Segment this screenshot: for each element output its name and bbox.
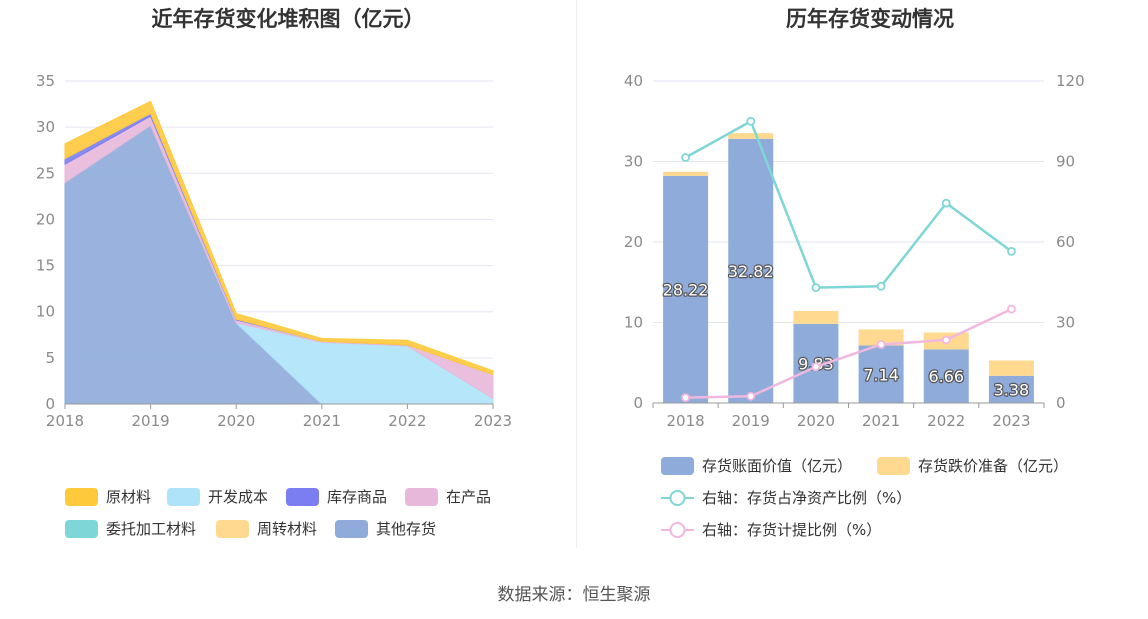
bar-data-label: 3.38 xyxy=(994,380,1030,399)
line-point xyxy=(681,153,690,162)
legend-marker xyxy=(669,522,686,538)
line-point xyxy=(811,283,821,293)
legend-swatch xyxy=(216,520,249,538)
chart-divider xyxy=(576,0,577,548)
x-tick-label: 2022 xyxy=(927,412,965,430)
y-left-tick-label: 10 xyxy=(624,314,643,332)
bar-segment xyxy=(728,133,774,139)
line-point xyxy=(1007,304,1016,314)
y-tick-label: 0 xyxy=(45,395,55,413)
area-series xyxy=(64,100,494,376)
legend-label: 委托加工材料 xyxy=(106,520,196,538)
line-point xyxy=(876,281,886,291)
legend-label: 其他存货 xyxy=(376,520,436,538)
bar-data-label: 32.82 xyxy=(728,262,774,281)
line-point xyxy=(746,116,756,126)
x-tick-label: 2023 xyxy=(992,412,1030,430)
y-left-tick-label: 0 xyxy=(633,394,643,412)
bar-line-chart: 历年存货变动情况 0 10 20 30 40 0 30 60 90 120 2018 2019 2020 2… xyxy=(624,7,1085,539)
bar-segment xyxy=(923,349,969,403)
x-tick-label: 2019 xyxy=(732,412,770,430)
x-tick-label: 2023 xyxy=(474,412,512,430)
legend-swatch xyxy=(661,457,694,475)
bar-segment xyxy=(988,375,1034,403)
line-point xyxy=(811,362,821,372)
bar-data-label: 7.14 xyxy=(863,365,899,384)
y-tick-label: 25 xyxy=(36,164,55,182)
legend-label: 库存商品 xyxy=(327,488,387,506)
bar-data-label: 28.22 xyxy=(663,280,709,299)
legend-label: 存货账面价值（亿元） xyxy=(702,457,852,475)
y-right-tick-label: 60 xyxy=(1056,233,1075,251)
legend-swatch xyxy=(65,520,98,538)
y-left-tick-label: 20 xyxy=(624,233,643,251)
y-right-tick-label: 90 xyxy=(1056,153,1075,171)
line-point xyxy=(941,335,951,345)
legend-swatch xyxy=(167,488,200,506)
line-point xyxy=(941,198,951,208)
x-tick-label: 2018 xyxy=(666,412,704,430)
legend-label: 原材料 xyxy=(106,488,151,506)
legend-marker xyxy=(669,490,686,506)
x-tick-label: 2022 xyxy=(388,412,426,430)
x-tick-label: 2020 xyxy=(797,412,835,430)
bar-segment xyxy=(988,360,1034,376)
bar-segment xyxy=(858,345,904,403)
y-tick-label: 20 xyxy=(36,210,55,228)
stacked-area-chart: 近年存货变化堆积图（亿元） 0 5 10 15 20 25 30 35 2018 2019 2020 2… xyxy=(36,7,512,538)
legend-swatch xyxy=(335,520,368,538)
legend-label: 右轴：存货计提比例（%） xyxy=(702,521,881,539)
chart-title: 历年存货变动情况 xyxy=(786,7,954,31)
y-right-tick-label: 30 xyxy=(1056,314,1075,332)
x-tick-label: 2019 xyxy=(132,412,170,430)
bar-segment xyxy=(728,138,774,403)
line-point xyxy=(681,393,690,403)
legend-label: 在产品 xyxy=(446,488,491,506)
y-right-tick-label: 0 xyxy=(1056,394,1066,412)
bar-segment xyxy=(663,175,709,403)
bar-segment xyxy=(793,310,839,324)
line-series xyxy=(685,307,1012,399)
legend-label: 右轴：存货占净资产比例（%） xyxy=(702,489,911,507)
chart-title: 近年存货变化堆积图（亿元） xyxy=(152,7,425,31)
legend-swatch xyxy=(65,488,98,506)
bar-segment xyxy=(663,171,709,176)
legend-swatch xyxy=(286,488,319,506)
y-tick-label: 30 xyxy=(36,118,55,136)
legend-label: 存货跌价准备（亿元） xyxy=(918,457,1068,475)
x-tick-label: 2021 xyxy=(862,412,900,430)
legend-label: 开发成本 xyxy=(208,488,268,506)
y-right-tick-label: 120 xyxy=(1056,72,1085,90)
line-point xyxy=(876,340,886,349)
line-series xyxy=(684,119,1013,289)
bar-segment xyxy=(858,329,904,346)
x-tick-label: 2018 xyxy=(46,412,84,430)
data-source: 数据来源：恒生聚源 xyxy=(497,585,651,605)
line-point xyxy=(746,391,756,401)
y-left-tick-label: 30 xyxy=(624,153,643,171)
line-point xyxy=(1007,246,1016,256)
y-left-tick-label: 40 xyxy=(624,72,643,90)
x-tick-label: 2021 xyxy=(303,412,341,430)
y-tick-label: 35 xyxy=(36,72,55,90)
x-tick-label: 2020 xyxy=(217,412,255,430)
y-tick-label: 5 xyxy=(45,349,55,367)
y-tick-label: 10 xyxy=(36,303,55,321)
bar-data-label: 6.66 xyxy=(928,367,964,386)
legend-swatch xyxy=(877,457,910,475)
legend-label: 周转材料 xyxy=(257,520,317,538)
y-tick-label: 15 xyxy=(36,257,55,275)
legend-swatch xyxy=(405,488,438,506)
